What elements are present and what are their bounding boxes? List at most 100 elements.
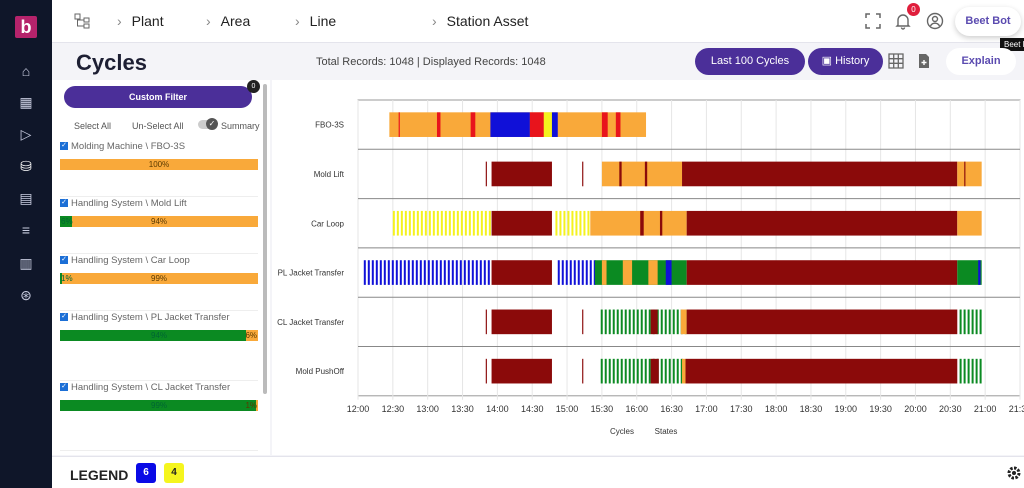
cycle-mark	[479, 260, 482, 285]
beet-bot-button[interactable]: Beet Bot	[955, 7, 1021, 36]
columns-icon[interactable]: ▥	[19, 255, 33, 271]
history-button[interactable]: ▣ History	[808, 48, 883, 75]
state-segment	[644, 161, 648, 187]
breadcrumb-line[interactable]: › Line	[295, 13, 337, 29]
state-segment	[491, 210, 552, 236]
home-icon[interactable]: ⌂	[21, 63, 31, 79]
dashboard-icon[interactable]: ▦	[19, 94, 33, 110]
settings-wheel-icon[interactable]: ⊛	[20, 287, 32, 303]
legend-badge-yellow: 4	[164, 463, 184, 483]
other-pct-label: 94%	[150, 217, 168, 226]
sidebar: b ⌂ ▦ ▷ ⛁ ▤ ≡ ▥ ⊛	[0, 0, 52, 488]
cycle-mark	[575, 210, 578, 236]
cycle-mark	[432, 210, 435, 236]
breadcrumb-station-asset[interactable]: › Station Asset	[432, 13, 529, 29]
cycle-mark	[640, 309, 643, 335]
cycle-mark	[589, 260, 592, 285]
app-logo[interactable]: b	[15, 16, 37, 38]
cycle-mark	[979, 358, 982, 384]
cycle-mark	[975, 309, 978, 335]
green-portion	[60, 400, 257, 411]
cycle-mark	[460, 210, 463, 236]
hierarchy-icon[interactable]	[74, 12, 92, 30]
video-icon[interactable]: ▷	[20, 126, 32, 142]
cycle-mark	[612, 358, 615, 384]
cycle-mark	[423, 260, 426, 285]
item-label: Handling System \ CL Jacket Transfer	[71, 382, 231, 393]
cycle-mark	[464, 210, 467, 236]
fullscreen-icon[interactable]	[864, 12, 882, 30]
cycle-mark	[468, 210, 471, 236]
state-segment	[485, 161, 487, 187]
x-tick-label: 13:30	[451, 404, 474, 414]
row-label: Mold Lift	[314, 170, 345, 179]
user-icon[interactable]	[926, 12, 944, 30]
breadcrumb-area[interactable]: › Area	[206, 13, 251, 29]
unselect-all-link[interactable]: Un-Select All	[132, 121, 184, 131]
state-segment	[615, 112, 621, 137]
cycle-mark	[431, 260, 434, 285]
state-segment	[470, 112, 476, 137]
timeline-svg: 12:00 12:30 13:00 13:30 14:00 14:30 15:00 15:30…	[277, 99, 1024, 436]
x-tick-label: 17:30	[730, 404, 753, 414]
cycle-mark	[391, 260, 394, 285]
cycle-mark	[587, 210, 590, 236]
row-label: CL Jacket Transfer	[277, 318, 344, 327]
state-segment	[551, 112, 558, 137]
checkbox[interactable]: ✓	[60, 383, 68, 392]
bell-icon[interactable]	[894, 12, 912, 30]
x-tick-label: 16:00	[625, 404, 648, 414]
state-summary-bar: 99% 1%	[60, 400, 258, 411]
database-icon[interactable]: ⛁	[20, 158, 32, 174]
cycle-mark	[664, 309, 667, 335]
green-portion	[60, 216, 72, 227]
cycle-mark	[620, 309, 623, 335]
checkbox[interactable]: ✓	[60, 142, 68, 151]
item-label: Molding Machine \ FBO-3S	[71, 141, 186, 152]
cycle-mark	[443, 260, 446, 285]
cycle-mark	[624, 309, 627, 335]
cycle-mark	[680, 358, 683, 384]
select-all-link[interactable]: Select All	[74, 121, 112, 131]
legend-title: LEGEND	[70, 467, 129, 483]
checkbox[interactable]: ✓	[60, 199, 68, 208]
state-segment	[594, 260, 687, 285]
cycle-mark	[419, 260, 422, 285]
breadcrumb-plant[interactable]: › Plant	[117, 13, 164, 29]
state-segment	[659, 210, 663, 236]
state-segment	[978, 260, 981, 285]
add-file-icon[interactable]	[916, 53, 932, 69]
cycle-mark	[604, 309, 607, 335]
cycle-mark	[459, 260, 462, 285]
scrollbar[interactable]	[263, 84, 267, 394]
checkbox[interactable]: ✓	[60, 256, 68, 265]
state-segment	[398, 112, 400, 137]
breadcrumb-label: Area	[220, 13, 251, 29]
checkbox[interactable]: ✓	[60, 313, 68, 322]
x-tick-label: 18:30	[800, 404, 823, 414]
state-segment	[590, 210, 687, 236]
cycle-mark	[456, 210, 459, 236]
explain-button[interactable]: Explain	[946, 48, 1016, 75]
cycle-mark	[447, 260, 450, 285]
state-segment	[601, 161, 683, 187]
state-summary-bar: 100%	[60, 159, 258, 170]
records-count: Total Records: 1048 | Displayed Records:…	[316, 56, 546, 68]
settings-icon[interactable]	[1006, 465, 1022, 481]
cycle-mark	[555, 210, 558, 236]
last-100-cycles-button[interactable]: Last 100 Cycles	[695, 48, 805, 75]
state-summary-bar: 6% 94%	[60, 216, 258, 227]
cycle-mark	[559, 210, 562, 236]
edit-list-icon[interactable]: ≡	[21, 222, 31, 238]
grid-icon[interactable]	[888, 53, 904, 69]
cycle-mark	[412, 210, 415, 236]
state-segment	[957, 260, 982, 285]
cycles-timeline-chart: 12:00 12:30 13:00 13:30 14:00 14:30 15:00 15:30…	[272, 80, 1024, 455]
cycle-mark	[967, 358, 970, 384]
report-icon[interactable]: ▤	[19, 190, 33, 206]
custom-filter-button[interactable]: Custom Filter	[64, 86, 252, 108]
page-title: Cycles	[76, 50, 147, 75]
state-summary-bar: 1% 99%	[60, 273, 258, 284]
state-segment	[491, 260, 552, 285]
cycle-mark	[628, 358, 631, 384]
